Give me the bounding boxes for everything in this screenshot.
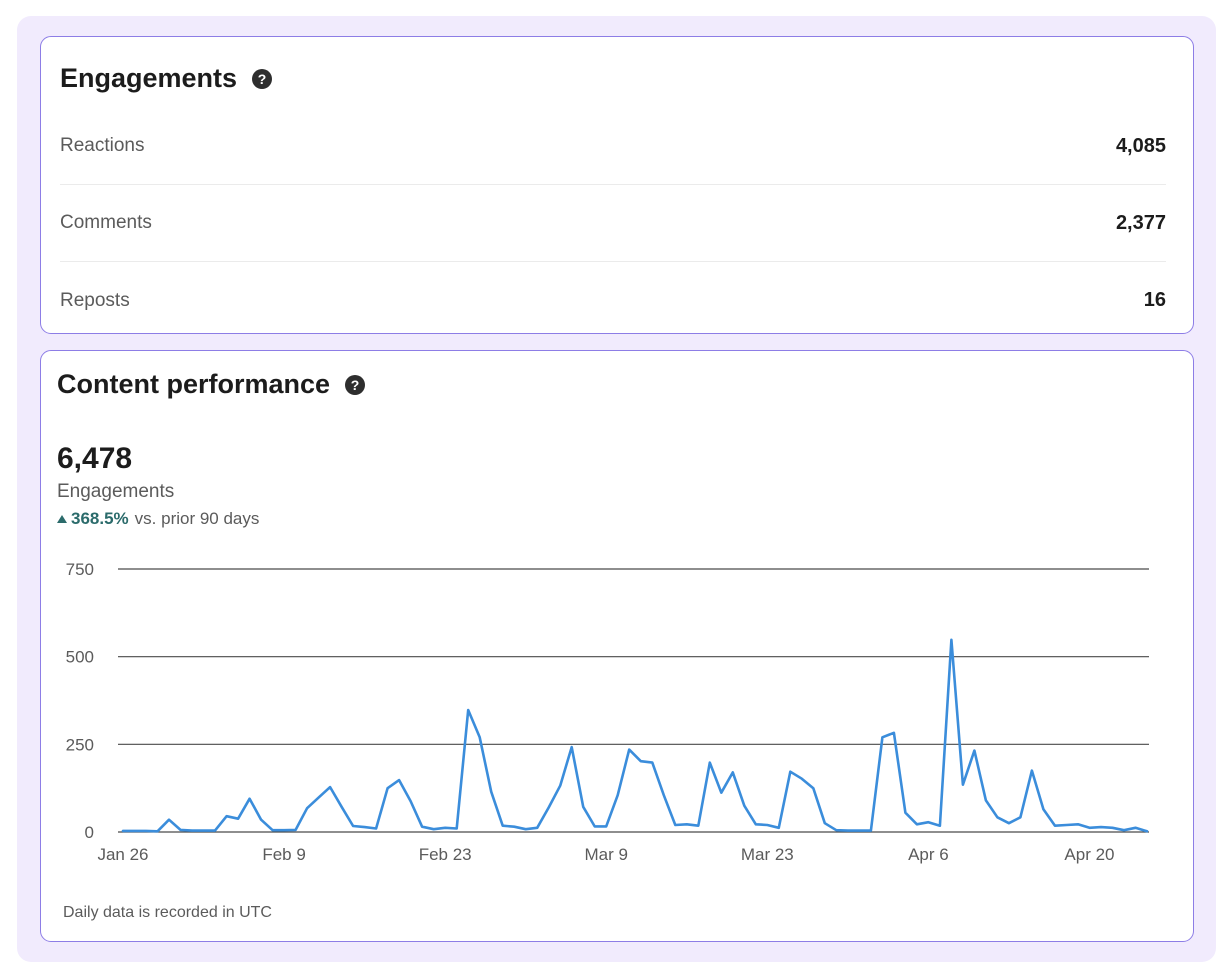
y-tick-label: 0 <box>85 823 94 842</box>
engagements-title: Engagements <box>60 63 238 93</box>
x-tick-label: Apr 20 <box>1064 845 1114 864</box>
series-line <box>121 638 1149 833</box>
change-text: vs. prior 90 days <box>134 509 260 528</box>
x-tick-label: Apr 6 <box>908 845 949 864</box>
metric-value: 4,085 <box>1115 134 1166 157</box>
metric-label: Comments <box>60 212 152 233</box>
metric-row-reactions: Reactions 4,085 <box>60 108 1166 185</box>
engagements-title-row: Engagements ? <box>60 63 273 94</box>
change-indicator: 368.5% vs. prior 90 days <box>57 509 259 529</box>
y-tick-label: 250 <box>66 735 94 754</box>
up-arrow-icon <box>57 515 67 523</box>
x-tick-label: Jan 26 <box>97 845 148 864</box>
content-performance-card: Content performance ? 6,478 Engagements … <box>40 350 1194 942</box>
metric-value: 16 <box>1143 289 1166 311</box>
metric-value: 2,377 <box>1115 211 1166 234</box>
metric-row-reposts: Reposts 16 <box>60 262 1166 339</box>
metric-row-comments: Comments 2,377 <box>60 185 1166 262</box>
question-circle-icon[interactable]: ? <box>252 68 273 89</box>
total-engagements-label: Engagements <box>57 481 175 502</box>
y-tick-label: 500 <box>66 648 94 667</box>
performance-title-row: Content performance ? <box>57 369 366 400</box>
performance-title: Content performance <box>57 369 331 399</box>
footnote: Daily data is recorded in UTC <box>63 904 272 921</box>
x-tick-label: Mar 23 <box>741 845 794 864</box>
y-tick-label: 750 <box>66 560 94 579</box>
x-tick-label: Feb 9 <box>262 845 305 864</box>
x-tick-label: Feb 23 <box>419 845 472 864</box>
engagements-line-chart: 0 250 500 750 Jan 26 Feb 9 Feb 23 Mar 9 Mar 23 Ap… <box>66 560 1149 864</box>
engagements-card: Engagements ? Reactions 4,085 Comments 2… <box>40 36 1194 334</box>
question-circle-icon[interactable]: ? <box>345 374 366 395</box>
x-tick-label: Mar 9 <box>585 845 628 864</box>
change-percent: 368.5% <box>71 509 129 528</box>
metric-label: Reposts <box>60 289 130 311</box>
metric-label: Reactions <box>60 135 145 156</box>
total-engagements-value: 6,478 <box>57 442 133 475</box>
